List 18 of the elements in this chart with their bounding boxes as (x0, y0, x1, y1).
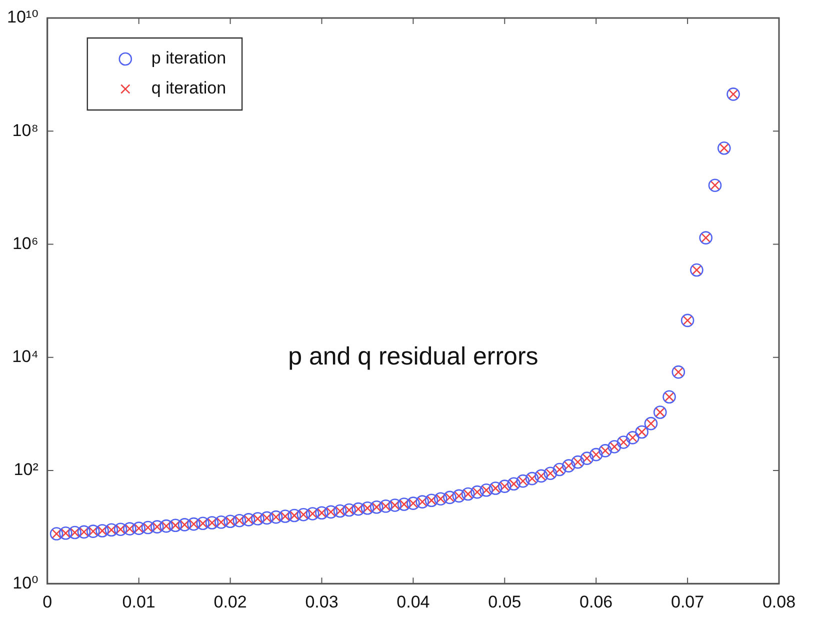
y-tick-label: 10¹⁰ (6, 8, 39, 27)
x-tick-label: 0.03 (305, 592, 338, 612)
annotation: p and q residual errors (288, 342, 538, 370)
y-tick-label: 10⁸ (12, 120, 38, 140)
x-tick-label: 0 (42, 592, 52, 612)
x-tick-label: 0.07 (671, 592, 704, 612)
x-tick-label: 0.06 (580, 592, 613, 612)
y-tick-label: 10⁶ (12, 234, 38, 253)
x-tick-label: 0.04 (396, 592, 430, 612)
y-tick-label: 10⁴ (12, 347, 38, 366)
x-tick-label: 0.01 (122, 592, 156, 612)
legend-label: q iteration (151, 78, 226, 98)
legend-label: p iteration (151, 48, 226, 68)
x-tick-label: 0.08 (762, 592, 796, 612)
y-tick-label: 10² (14, 460, 39, 480)
x-tick-label: 0.02 (214, 592, 247, 612)
y-tick-label: 10⁰ (12, 573, 39, 592)
x-tick-label: 0.05 (488, 592, 522, 612)
